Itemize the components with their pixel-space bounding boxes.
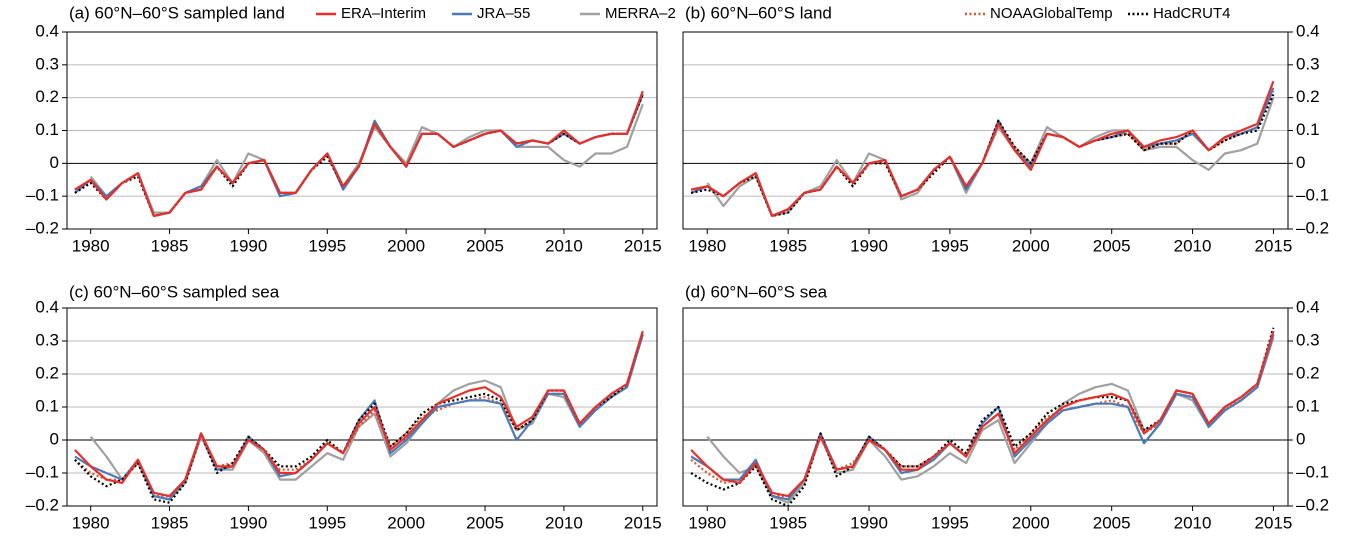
x-tick-label: 2015: [624, 236, 662, 255]
y-tick-label: 0.3: [35, 54, 59, 73]
x-tick-label: 2015: [1255, 236, 1293, 255]
x-tick-label: 2015: [1255, 513, 1293, 532]
x-tick-label: 1985: [769, 513, 807, 532]
y-tick-label: –0.2: [26, 218, 59, 237]
y-tick-label: 0.2: [1296, 363, 1320, 382]
series-line: MERRA–2: [89, 334, 644, 501]
y-tick-label: –0.1: [1296, 462, 1329, 481]
x-tick-label: 2005: [466, 236, 504, 255]
x-tick-label: 1985: [769, 236, 807, 255]
panel: (a) 60°N–60°S sampled land –0.2 –0.1 0 0.1 0.…: [26, 3, 676, 255]
x-tick-label: 1980: [688, 236, 726, 255]
y-tick-label: –0.2: [26, 495, 59, 514]
x-tick-label: 1980: [688, 513, 726, 532]
y-tick-label: 0.2: [1296, 87, 1320, 106]
y-tick-label: –0.1: [26, 186, 59, 205]
series-line: JRA–55: [690, 334, 1275, 501]
series-line: HadCRUT4: [690, 327, 1275, 506]
x-tick-label: 2000: [1012, 513, 1050, 532]
y-tick-label: –0.2: [1296, 495, 1329, 514]
panel: (c) 60°N–60°S sampled sea –0.2 –0.1 0 0.1 0.2…: [26, 282, 662, 532]
y-tick-label: 0.3: [35, 330, 59, 349]
x-tick-label: 1985: [151, 236, 189, 255]
x-tick-label: 2010: [545, 236, 583, 255]
series-line: ERA–Interim: [690, 80, 1275, 217]
y-tick-label: –0.2: [1296, 218, 1329, 237]
x-tick-label: 1995: [931, 513, 969, 532]
panel-title: (b) 60°N–60°S land: [685, 3, 832, 22]
legend-label: MERRA–2: [605, 5, 676, 22]
series-line: MERRA–2: [706, 97, 1275, 217]
y-tick-label: 0.4: [35, 297, 59, 316]
x-tick-label: 2015: [624, 513, 662, 532]
y-tick-label: 0.3: [1296, 330, 1320, 349]
panel-title: (a) 60°N–60°S sampled land: [69, 3, 285, 22]
plot-frame: [682, 307, 1289, 507]
series-line: JRA–55: [74, 334, 644, 501]
panel: (d) 60°N–60°S sea –0.2 –0.1 0 0.1 0.2 0.3 0.4 19…: [682, 282, 1329, 532]
y-tick-label: 0.1: [35, 396, 59, 415]
x-tick-label: 1995: [931, 236, 969, 255]
series-line: NOAAGlobalTemp: [74, 334, 644, 498]
x-tick-label: 2005: [466, 513, 504, 532]
y-tick-label: 0.1: [1296, 396, 1320, 415]
legend-label: HadCRUT4: [1153, 5, 1231, 22]
x-tick-label: 1985: [151, 513, 189, 532]
x-tick-label: 1980: [72, 236, 110, 255]
x-tick-label: 2010: [1174, 513, 1212, 532]
legend-label: JRA–55: [477, 5, 530, 22]
x-tick-label: 2010: [545, 513, 583, 532]
y-tick-label: –0.1: [1296, 186, 1329, 205]
x-tick-label: 1995: [308, 513, 346, 532]
y-tick-label: 0.1: [1296, 120, 1320, 139]
plot-frame: [682, 31, 1289, 230]
y-tick-label: 0.1: [35, 120, 59, 139]
series-line: ERA–Interim: [74, 90, 644, 217]
y-tick-label: 0.4: [1296, 297, 1320, 316]
y-tick-label: 0.4: [1296, 21, 1320, 40]
y-tick-label: 0: [1296, 153, 1305, 172]
x-tick-label: 2000: [387, 236, 425, 255]
x-tick-label: 1995: [308, 236, 346, 255]
y-tick-label: 0.3: [1296, 54, 1320, 73]
x-tick-label: 2005: [1093, 513, 1131, 532]
y-tick-label: 0: [50, 153, 59, 172]
y-tick-label: 0.4: [35, 21, 59, 40]
x-tick-label: 1980: [72, 513, 110, 532]
y-tick-label: 0: [1296, 429, 1305, 448]
x-tick-label: 1990: [850, 236, 888, 255]
x-tick-label: 2010: [1174, 236, 1212, 255]
y-tick-label: 0: [50, 429, 59, 448]
legend-label: NOAAGlobalTemp: [990, 5, 1113, 22]
series-line: HadCRUT4: [74, 330, 644, 504]
series-line: NOAAGlobalTemp: [690, 334, 1275, 498]
x-tick-label: 2000: [1012, 236, 1050, 255]
panel: (b) 60°N–60°S land –0.2 –0.1 0 0.1 0.2 0.3 0.4 1…: [682, 3, 1329, 255]
series-line: ERA–Interim: [690, 330, 1275, 498]
x-tick-label: 2005: [1093, 236, 1131, 255]
y-tick-label: –0.1: [26, 462, 59, 481]
x-tick-label: 1990: [850, 513, 888, 532]
series-line: JRA–55: [690, 87, 1275, 217]
y-tick-label: 0.2: [35, 87, 59, 106]
x-tick-label: 1990: [230, 513, 268, 532]
plot-frame: [66, 307, 658, 507]
panel-title: (c) 60°N–60°S sampled sea: [69, 282, 280, 301]
x-tick-label: 2000: [387, 513, 425, 532]
series-line: ERA–Interim: [74, 330, 644, 498]
legend-label: ERA–Interim: [341, 5, 426, 22]
y-tick-label: 0.2: [35, 363, 59, 382]
panel-title: (d) 60°N–60°S sea: [685, 282, 828, 301]
x-tick-label: 1990: [230, 236, 268, 255]
plot-frame: [66, 31, 658, 230]
